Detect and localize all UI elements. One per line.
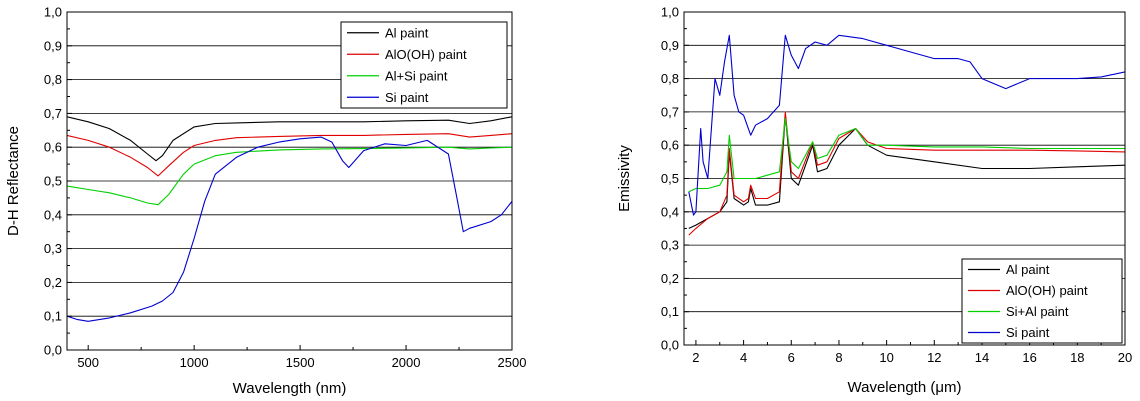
x-tick-label: 14 — [975, 350, 989, 365]
x-tick-label: 500 — [77, 355, 99, 370]
legend-box — [340, 21, 508, 109]
y-tick-label: 0,5 — [44, 174, 62, 189]
y-tick-label: 0,2 — [44, 275, 62, 290]
y-tick-label: 0,6 — [661, 138, 679, 153]
y-tick-label: 0,0 — [661, 338, 679, 353]
series-line-al-si-paint — [67, 146, 512, 206]
x-tick-label: 1000 — [180, 355, 209, 370]
reflectance-chart: 0,0 0,1 0,2 0,3 0,4 0,5 0,6 0,7 0,8 0,9 1,0 500 1000… — [5, 5, 526, 398]
series-line-si-paint — [67, 136, 512, 322]
x-tick-label: 20 — [1118, 350, 1132, 365]
y-tick-label: 0,9 — [661, 38, 679, 53]
x-tick-label: 2 — [692, 350, 699, 365]
series-line-si-paint — [688, 34, 1125, 216]
x-tick-label: 12 — [927, 350, 941, 365]
x-tick-label: 2500 — [498, 355, 527, 370]
series-line-alo-oh-paint — [67, 133, 512, 177]
legend-entry: Si+Al paint — [1006, 304, 1069, 319]
y-tick-label: 0,6 — [44, 140, 62, 155]
y-tick-label: 0,0 — [44, 343, 62, 358]
emissivity-chart: 0,0 0,1 0,2 0,3 0,4 0,5 0,6 0,7 0,8 0,9 1,0 2 4 6 8 10 1… — [616, 5, 1132, 397]
y-axis-label: D-H Reflectance — [5, 126, 22, 236]
legend-entry: AlO(OH) paint — [1006, 283, 1088, 298]
y-tick-label: 1,0 — [661, 5, 679, 20]
series-line-al-paint — [67, 116, 512, 162]
x-tick-label: 18 — [1070, 350, 1084, 365]
legend-entry: Al paint — [1006, 262, 1050, 277]
legend-entry: AlO(OH) paint — [385, 47, 467, 62]
y-tick-label: 0,5 — [661, 171, 679, 186]
series-line-alo-oh-paint — [688, 111, 1125, 236]
x-tick-label: 2000 — [392, 355, 421, 370]
legend-box — [961, 258, 1123, 344]
y-tick-label: 0,7 — [661, 104, 679, 119]
x-axis-label: Wavelength (μm) — [848, 379, 962, 396]
series-group — [67, 116, 512, 322]
legend-entry: Al paint — [385, 25, 429, 40]
y-axis-label: Emissivity — [616, 145, 633, 212]
y-tick-label: 0,4 — [661, 204, 679, 219]
x-tick-label: 10 — [879, 350, 893, 365]
x-tick-label: 4 — [740, 350, 747, 365]
y-tick-label: 0,7 — [44, 106, 62, 121]
legend: Al paint AlO(OH) paint Al+Si paint Si paint — [340, 21, 508, 109]
y-tick-label: 0,1 — [44, 309, 62, 324]
y-tick-label: 0,8 — [44, 72, 62, 87]
y-tick-label: 0,8 — [661, 71, 679, 86]
legend-entry: Al+Si paint — [385, 68, 448, 83]
legend: Al paint AlO(OH) paint Si+Al paint Si paint — [961, 258, 1123, 344]
x-tick-label: 6 — [788, 350, 795, 365]
y-tick-label: 0,3 — [44, 241, 62, 256]
x-tick-label: 8 — [835, 350, 842, 365]
y-tick-label: 0,2 — [661, 271, 679, 286]
y-tick-label: 0,9 — [44, 38, 62, 53]
y-tick-label: 1,0 — [44, 5, 62, 20]
x-tick-label: 1500 — [286, 355, 315, 370]
series-line-si-al-paint — [688, 118, 1125, 193]
series-group — [688, 34, 1125, 236]
y-tick-label: 0,3 — [661, 238, 679, 253]
y-tick-label: 0,1 — [661, 304, 679, 319]
legend-entry: Si paint — [1006, 325, 1050, 340]
legend-entry: Si paint — [385, 90, 429, 105]
x-tick-label: 16 — [1022, 350, 1036, 365]
y-tick-label: 0,4 — [44, 207, 62, 222]
x-axis-label: Wavelength (nm) — [233, 380, 347, 397]
